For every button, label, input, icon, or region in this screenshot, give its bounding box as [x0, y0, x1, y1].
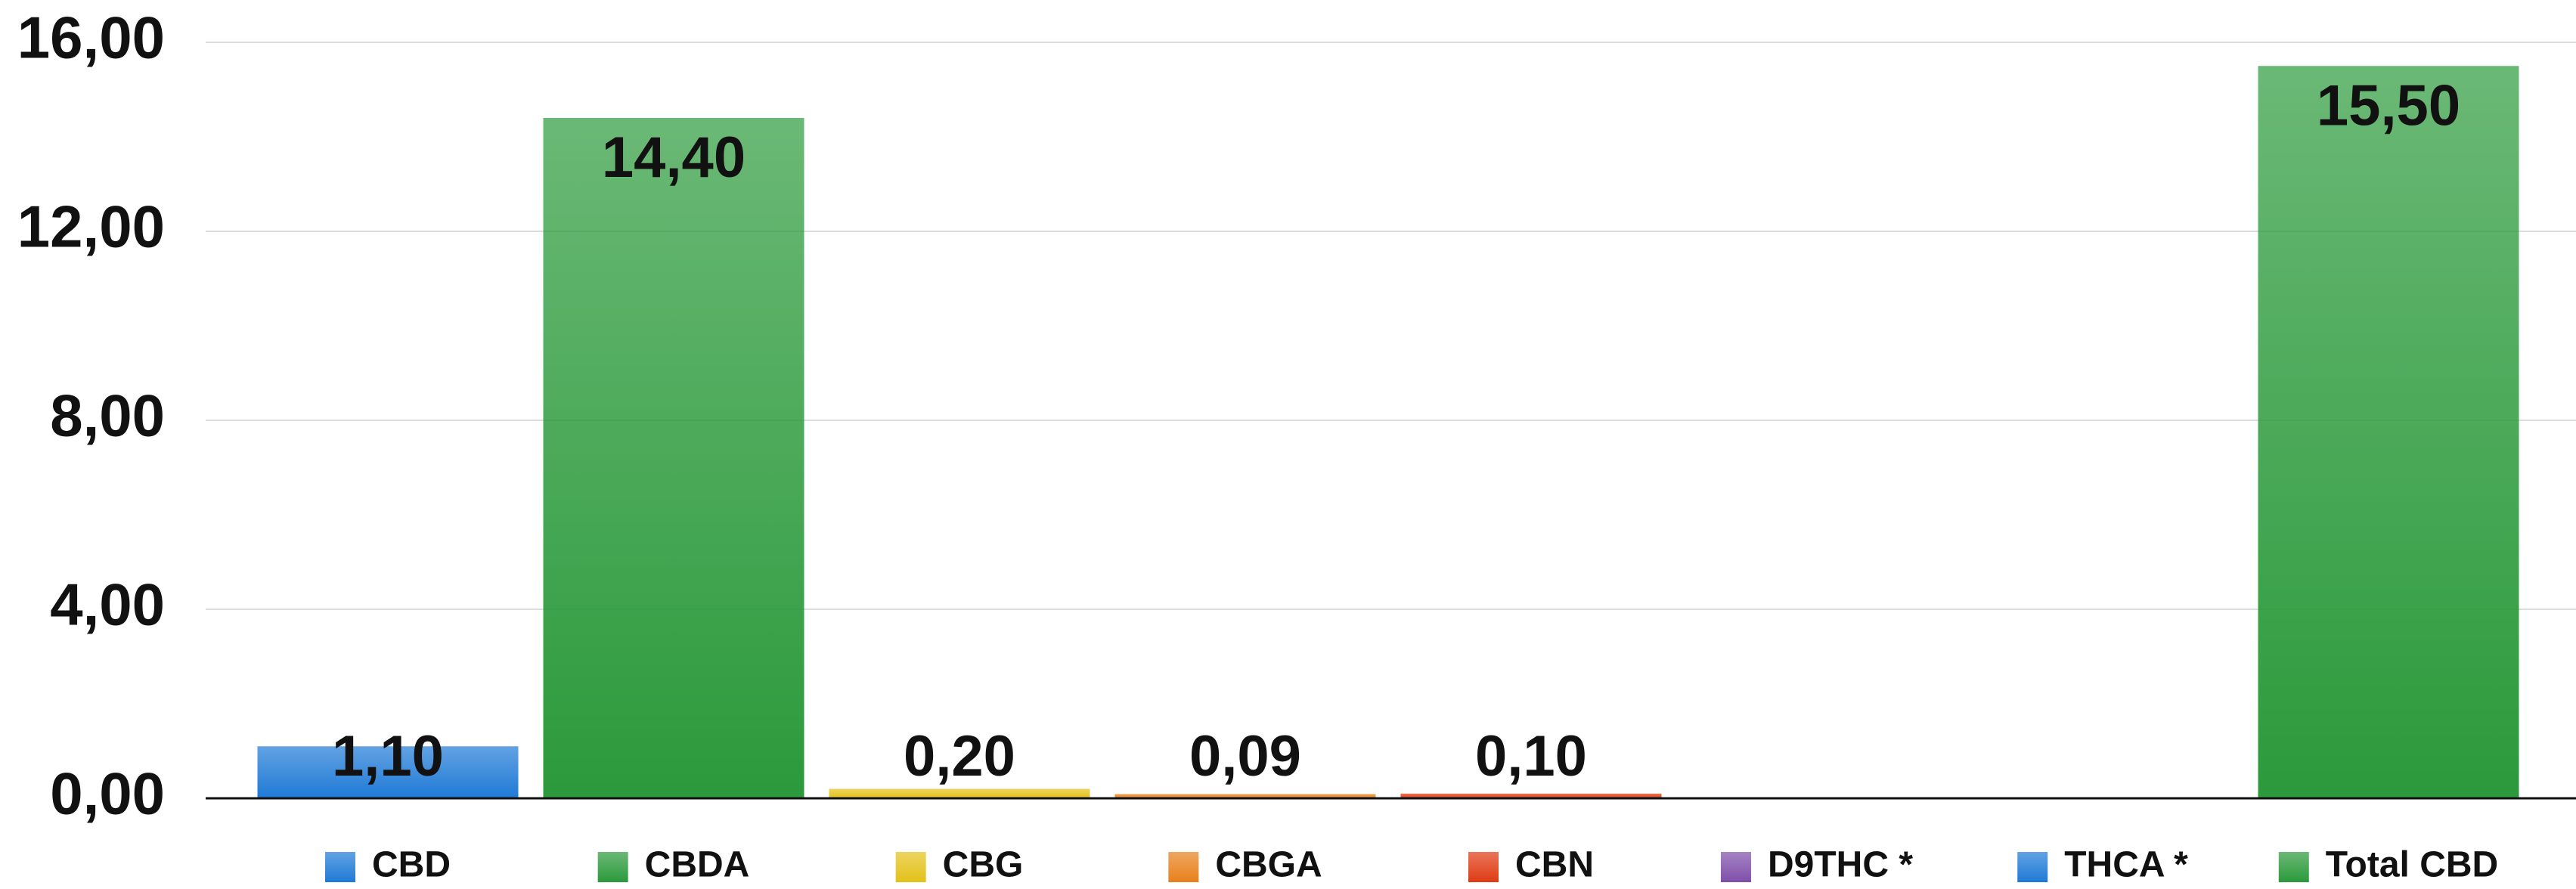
- value-label: 15,50: [2317, 73, 2460, 138]
- bar: [543, 118, 804, 798]
- y-tick-label: 16,00: [17, 5, 165, 71]
- value-label: 0,09: [1189, 724, 1301, 788]
- legend-swatch: [1720, 852, 1751, 882]
- legend-swatch: [597, 852, 628, 882]
- legend-swatch: [325, 852, 355, 882]
- y-tick-label: 4,00: [50, 572, 165, 638]
- value-label: 0,10: [1475, 724, 1587, 788]
- legend-label: CBGA: [1215, 845, 1322, 885]
- legend-label: D9THC *: [1768, 845, 1913, 885]
- legend-label: THCA *: [2064, 845, 2188, 885]
- value-label: 1,10: [332, 724, 444, 788]
- bar: [2258, 66, 2519, 798]
- value-label: 14,40: [602, 125, 746, 190]
- legend-label: CBN: [1515, 845, 1594, 885]
- bar: [1114, 794, 1376, 798]
- bar: [1400, 793, 1662, 798]
- y-tick-label: 12,00: [17, 194, 165, 260]
- legend-label: Total CBD: [2326, 845, 2498, 885]
- legend-swatch: [1468, 852, 1499, 882]
- legend-label: CBDA: [645, 845, 750, 885]
- y-tick-label: 0,00: [50, 760, 165, 827]
- legend-swatch: [2017, 852, 2048, 882]
- bar: [257, 746, 519, 798]
- legend-label: CBG: [943, 845, 1024, 885]
- legend-swatch: [2278, 852, 2309, 882]
- legend-swatch: [1168, 852, 1199, 882]
- y-tick-label: 8,00: [50, 383, 165, 449]
- value-label: 0,20: [904, 724, 1015, 788]
- bar: [829, 788, 1090, 798]
- legend-label: CBD: [372, 845, 451, 885]
- legend-swatch: [895, 852, 926, 882]
